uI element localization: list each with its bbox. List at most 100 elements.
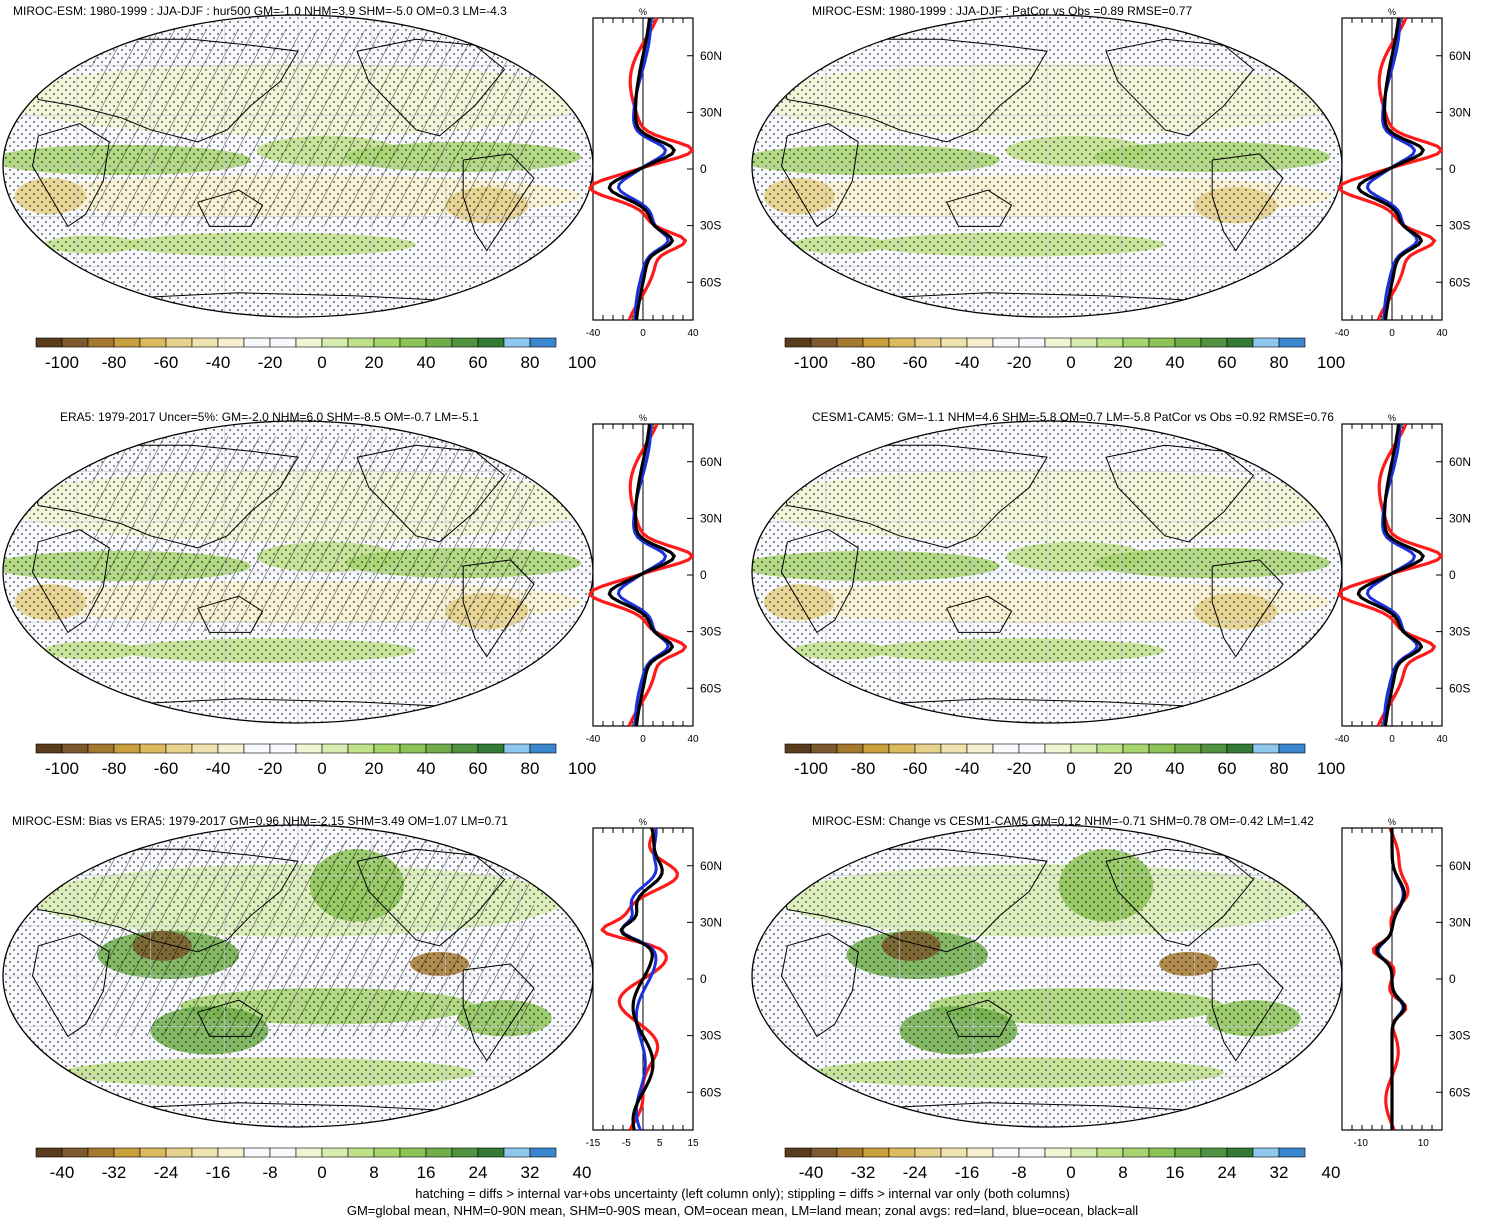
colorbar-label: -16 [206,1163,231,1182]
colorbar-swatch [321,743,349,754]
colorbar-swatch [940,1147,968,1158]
colorbar-swatch [425,743,453,754]
colorbar-swatch [87,1147,115,1158]
colorbar-swatch [373,337,401,348]
colorbar-label: -80 [851,353,876,372]
footer-mean-legend: GM=global mean, NHM=0-90N mean, SHM=0-90… [346,1203,1139,1218]
lat-tick-label: 30N [1449,105,1471,119]
colorbar-swatch [165,337,193,348]
colorbar-label: 8 [369,1163,378,1182]
colorbar-swatch [139,1147,167,1158]
colorbar-swatch [529,743,557,754]
colorbar-swatch [35,743,63,754]
zonal-unit-label: % [639,817,647,827]
coastline [1105,444,1255,543]
colorbar-swatch [1200,337,1228,348]
coastline [31,529,110,634]
coastline [109,1102,476,1113]
lat-tick-label: 60N [1449,859,1471,873]
colorbar-swatch [295,337,323,348]
lat-tick-label: 30S [1449,1029,1470,1043]
coastline [946,595,1013,633]
lat-tick-label: 60S [700,275,721,289]
colorbar-label: -100 [45,759,79,778]
zonal-unit-label: % [1388,7,1396,17]
colorbar-label: 80 [521,759,540,778]
colorbar-label: -40 [955,353,980,372]
zonal-xtick-label: -10 [1354,1138,1369,1149]
colorbar-swatch [1070,337,1098,348]
ocean-zonal-mean-line [620,827,658,1131]
lat-tick-label: 0 [1449,972,1456,986]
colorbar-swatch [347,743,375,754]
colorbar-label: 80 [1270,759,1289,778]
zonal-unit-label: % [639,413,647,423]
coastline [780,123,859,228]
colorbar-swatch [1252,337,1280,348]
panel-2: MIROC-ESM: 1980-1999 : JJA-DJF : PatCor … [751,4,1471,372]
coastline [356,848,506,947]
colorbar-label: -24 [903,1163,928,1182]
all-zonal-mean-line [1356,423,1425,727]
colorbar-swatch [1200,743,1228,754]
colorbar-label: -8 [1011,1163,1026,1182]
panel-1: MIROC-ESM: 1980-1999 : JJA-DJF : hur500 … [2,4,722,372]
colorbar-swatch [61,743,89,754]
colorbar-label: 80 [1270,353,1289,372]
colorbar-swatch [992,1147,1020,1158]
panel-title: MIROC-ESM: 1980-1999 : JJA-DJF : PatCor … [812,4,1192,18]
colorbar-label: 40 [1322,1163,1341,1182]
colorbar-swatch [425,337,453,348]
colorbar-swatch [321,1147,349,1158]
colorbar-swatch [1122,743,1150,754]
lat-tick-label: 30N [1449,915,1471,929]
hatching [91,436,534,633]
colorbar-label: -32 [851,1163,876,1182]
panel-title: MIROC-ESM: Bias vs ERA5: 1979-2017 GM=0.… [12,814,508,828]
colorbar-swatch [1070,743,1098,754]
coastline [1105,38,1255,137]
colorbar-label: -100 [794,353,828,372]
colorbar-swatch [217,743,245,754]
colorbar-swatch [862,1147,890,1158]
colorbar-label: -60 [903,759,928,778]
lat-tick-label: 60N [1449,49,1471,63]
lat-tick-label: 30S [700,1029,721,1043]
coastline [197,999,264,1037]
colorbar-swatch [191,1147,219,1158]
colorbar-swatch [914,337,942,348]
colorbar-label: 80 [521,353,540,372]
zonal-xtick-label: -15 [586,1138,601,1149]
colorbar-label: 32 [1270,1163,1289,1182]
colorbar-swatch [1226,743,1254,754]
lat-tick-label: 60S [1449,681,1470,695]
colorbar-swatch [295,1147,323,1158]
colorbar-label: 60 [469,353,488,372]
coastline [31,123,110,228]
coastline [32,444,299,549]
coastline [31,933,110,1038]
coastline [356,444,506,543]
colorbar-swatch [451,337,479,348]
map-field [3,15,593,317]
colorbar-swatch [940,743,968,754]
colorbar-swatch [87,337,115,348]
colorbar-swatch [810,337,838,348]
colorbar-label: -60 [903,353,928,372]
colorbar-swatch [1278,743,1306,754]
colorbar-label: 40 [417,759,436,778]
all-zonal-mean-line [1375,828,1406,1130]
coastline [32,848,299,953]
colorbar-label: 32 [521,1163,540,1182]
colorbar-swatch [1044,337,1072,348]
map-field [3,421,593,723]
map-field [752,15,1342,317]
colorbar-swatch [888,1147,916,1158]
colorbar-swatch [836,1147,864,1158]
colorbar-swatch [888,337,916,348]
lat-tick-label: 30S [1449,219,1470,233]
colorbar-swatch [269,1147,297,1158]
colorbar-swatch [35,337,63,348]
coastline [781,444,1048,549]
colorbar-swatch [373,743,401,754]
